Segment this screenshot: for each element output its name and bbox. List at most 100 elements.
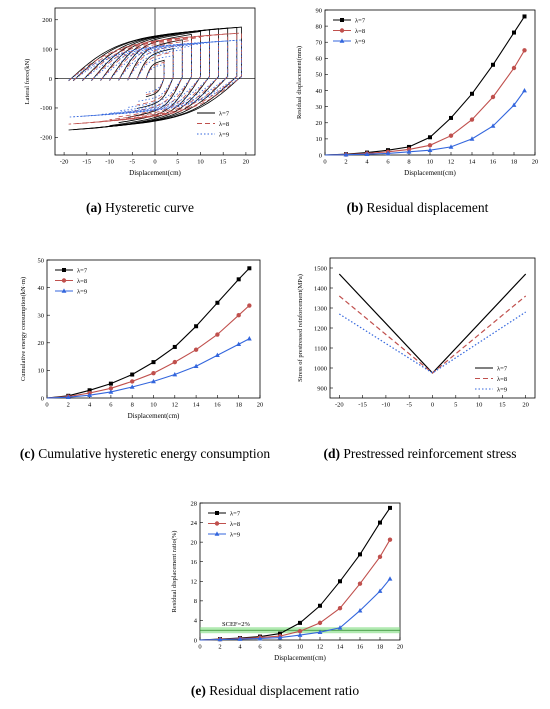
marker-square — [172, 344, 177, 349]
legend-label: λ=7 — [77, 267, 88, 274]
x-axis-label: Displacement(cm) — [274, 654, 326, 662]
legend-label: λ=8 — [77, 278, 87, 285]
hysteresis-loop — [118, 39, 192, 118]
marker-triangle — [277, 634, 283, 640]
marker-square — [340, 18, 344, 22]
legend-label: λ=8 — [219, 121, 229, 128]
x-tick-label: 20 — [243, 159, 250, 166]
y-tick-label: 12 — [191, 579, 198, 586]
marker-triangle — [364, 151, 370, 156]
marker-square — [449, 115, 453, 120]
marker-triangle — [172, 371, 178, 377]
x-tick-label: 18 — [235, 402, 242, 409]
marker-circle — [193, 347, 199, 352]
series-line — [199, 507, 391, 641]
x-tick-label: 6 — [258, 644, 262, 651]
marker-triangle — [490, 123, 496, 128]
x-tick-label: 4 — [365, 159, 369, 166]
x-tick-label: -20 — [60, 159, 69, 166]
legend-label: λ=9 — [497, 386, 507, 393]
marker-triangle — [357, 608, 363, 613]
marker-circle — [339, 28, 345, 33]
hysteresis-loop — [72, 39, 238, 118]
legend-label: λ=9 — [355, 38, 365, 45]
legend-label: λ=9 — [219, 131, 229, 138]
y-tick-label: 28 — [191, 500, 198, 507]
y-tick-label: 1200 — [314, 325, 327, 332]
marker-triangle — [522, 87, 527, 93]
caption-d-label: (d) — [323, 446, 340, 461]
marker-square — [512, 30, 516, 35]
marker-square — [194, 324, 199, 329]
caption-e-text: Residual displacement ratio — [205, 683, 360, 698]
x-tick-label: 16 — [490, 159, 497, 166]
x-tick-label: 20 — [522, 402, 529, 409]
x-tick-label: 6 — [109, 402, 113, 409]
y-tick-label: 1100 — [314, 345, 327, 352]
x-tick-label: -5 — [406, 402, 411, 409]
marker-triangle — [129, 384, 135, 389]
x-tick-label: 4 — [238, 644, 242, 651]
chart-a-hysteretic-curve: -20 -15 -10 -5 0 5 10 15 20 -200 -100 0 100 200 Displa… — [24, 7, 256, 177]
hysteresis-loop — [145, 63, 165, 94]
marker-circle — [317, 620, 323, 626]
marker-square — [338, 579, 342, 584]
marker-triangle — [387, 576, 393, 581]
legend-label: λ=7 — [230, 510, 241, 517]
x-axis-label: Displacement(cm) — [129, 169, 181, 177]
x-tick-label: 18 — [511, 159, 518, 166]
marker-square — [87, 388, 92, 393]
marker-triangle — [406, 149, 412, 154]
chart-e-residual-displacement-ratio: 0 2 4 6 8 10 12 14 16 18 200481216202428Displaceme… — [171, 500, 403, 662]
series-line — [338, 295, 527, 374]
caption-b-text: Residual displacement — [363, 200, 489, 215]
chart-d-prestress-stress: -20 -15 -10 -5 0 5 10 15 20 900 1000 1100 1200 1300 14… — [297, 257, 536, 409]
marker-triangle — [215, 352, 220, 358]
x-tick-label: 0 — [431, 402, 434, 409]
x-tick-label: 15 — [220, 159, 227, 166]
x-tick-label: 0 — [198, 644, 201, 651]
marker-circle — [297, 628, 303, 634]
legend-label: λ=8 — [497, 376, 507, 383]
marker-circle — [337, 605, 343, 611]
marker-square — [378, 520, 382, 525]
x-tick-label: 16 — [357, 644, 364, 651]
x-tick-label: 16 — [214, 402, 221, 409]
y-tick-label: 20 — [38, 340, 45, 347]
series-line — [46, 305, 250, 399]
marker-square — [491, 62, 495, 67]
marker-square — [470, 91, 474, 96]
marker-square — [407, 144, 411, 149]
chart-c-energy-consumption: 0 2 4 6 8 10 12 14 16 18 20 0 10 20 30 40 50 Displacement… — [20, 257, 263, 420]
marker-circle — [377, 554, 383, 560]
marker-triangle — [297, 632, 303, 637]
x-tick-label: 5 — [176, 159, 179, 166]
caption-d: (d) Prestressed reinforcement stress — [290, 446, 550, 462]
y-tick-label: 80 — [316, 23, 323, 30]
marker-circle — [387, 537, 393, 542]
x-tick-label: 2 — [344, 159, 347, 166]
marker-circle — [427, 143, 433, 148]
hysteresis-loop — [145, 61, 165, 96]
marker-triangle — [427, 147, 433, 152]
marker-triangle — [317, 629, 323, 634]
legend-label: λ=8 — [355, 28, 365, 35]
legend-label: λ=7 — [219, 110, 230, 117]
marker-triangle — [61, 288, 67, 293]
y-tick-label: 20 — [316, 120, 323, 127]
x-tick-label: 2 — [67, 402, 70, 409]
y-tick-label: 50 — [38, 257, 45, 264]
marker-triangle — [377, 588, 383, 593]
y-tick-label: 1300 — [314, 305, 327, 312]
x-tick-label: 14 — [337, 644, 344, 651]
x-tick-label: -10 — [105, 159, 114, 166]
marker-triangle — [343, 152, 349, 157]
x-tick-label: 4 — [88, 402, 92, 409]
hysteresis-loop — [118, 34, 192, 124]
caption-e-label: (e) — [190, 683, 206, 698]
marker-triangle — [108, 389, 114, 394]
y-tick-label: 0 — [319, 152, 322, 159]
y-axis-label: Lateral force(kN) — [24, 59, 31, 105]
caption-e: (e) Residual displacement ratio — [100, 683, 450, 699]
scef-annotation: SCEF=2% — [222, 621, 250, 628]
